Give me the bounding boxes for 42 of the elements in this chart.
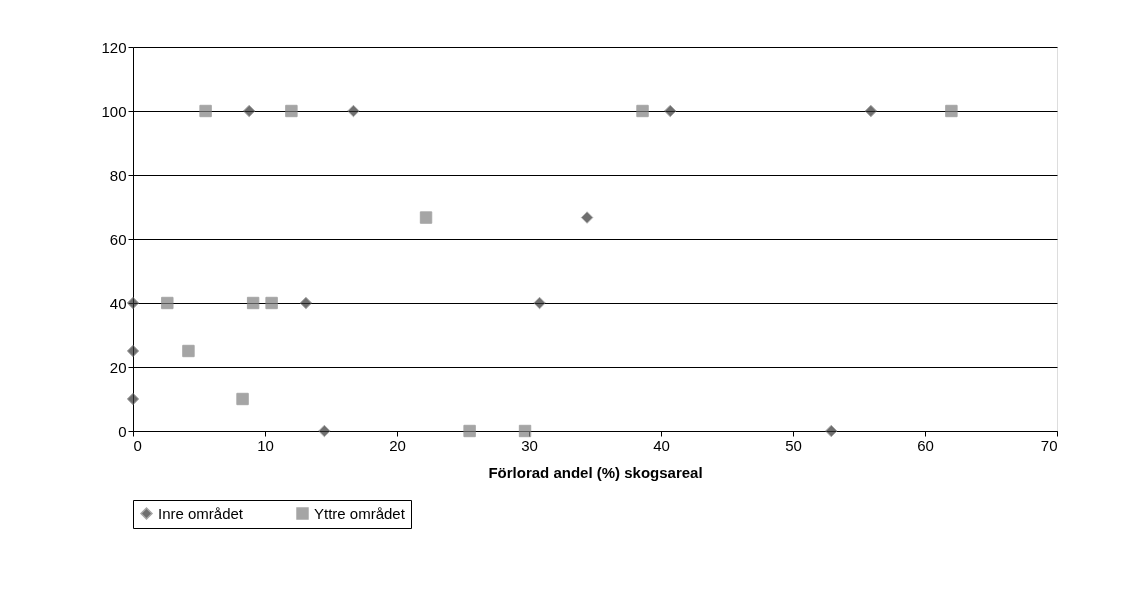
- legend-label: Inre området: [158, 504, 244, 522]
- legend-label: Yttre området: [314, 504, 406, 522]
- point: [265, 296, 278, 310]
- point: [533, 296, 546, 310]
- y-tick-label: 100: [101, 102, 127, 120]
- point: [864, 104, 878, 118]
- point: [945, 104, 958, 118]
- point: [825, 424, 838, 438]
- point: [126, 344, 140, 358]
- point: [636, 104, 649, 118]
- x-tick-label: 50: [785, 436, 802, 454]
- x-tick-label: 0: [133, 436, 142, 454]
- point: [518, 424, 532, 438]
- y-tick-label: 80: [109, 166, 127, 184]
- point: [161, 296, 174, 310]
- point: [182, 344, 195, 358]
- x-tick-label: 30: [521, 436, 538, 454]
- point: [299, 296, 313, 310]
- x-axis-title: Förlorad andel (%) skogsareal: [488, 463, 703, 481]
- x-tick-label: 70: [1040, 436, 1058, 454]
- point: [664, 104, 677, 118]
- y-tick-label: 60: [109, 230, 127, 248]
- y-tick-label: 120: [101, 38, 127, 56]
- y-tick-label: 40: [109, 294, 127, 312]
- point: [246, 296, 260, 310]
- point: [199, 104, 212, 118]
- point: [242, 104, 256, 118]
- y-tick-label: 20: [109, 358, 127, 376]
- point: [347, 104, 360, 118]
- point: [236, 392, 249, 406]
- x-tick-label: 20: [389, 436, 406, 454]
- y-tick-label: 0: [118, 422, 127, 440]
- point: [126, 392, 140, 406]
- x-tick-label: 40: [653, 436, 670, 454]
- point: [419, 211, 433, 224]
- x-tick-label: 60: [917, 436, 934, 454]
- point: [126, 296, 140, 310]
- point: [463, 424, 476, 438]
- point: [580, 211, 594, 224]
- x-tick-label: 10: [257, 436, 274, 454]
- point: [318, 424, 331, 438]
- point: [285, 104, 298, 118]
